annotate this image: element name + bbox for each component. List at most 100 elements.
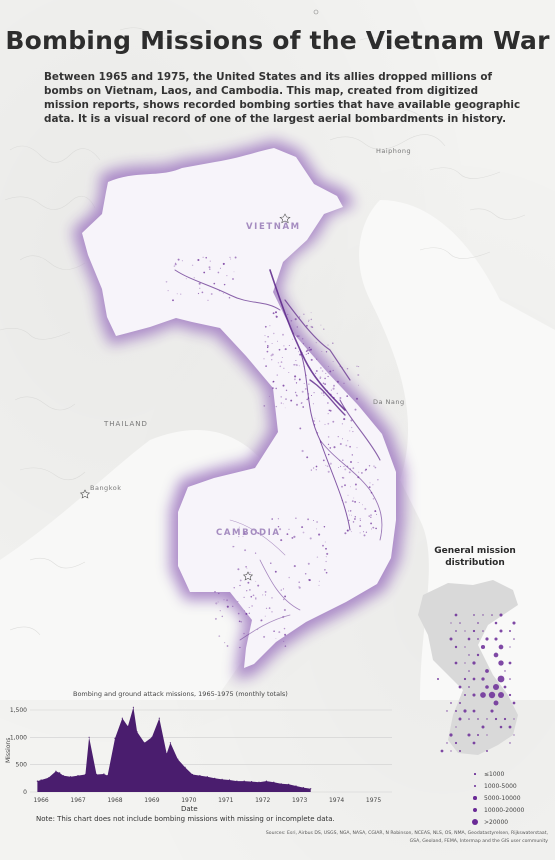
inset-dot <box>449 733 453 737</box>
mission-point <box>374 510 377 513</box>
mission-point <box>352 467 355 470</box>
mission-point <box>307 352 310 355</box>
data-point <box>251 781 253 783</box>
mission-point <box>267 335 269 338</box>
mission-point <box>349 468 352 470</box>
mission-point <box>319 376 322 379</box>
mission-point <box>316 432 319 434</box>
mission-point <box>294 347 297 349</box>
mission-point <box>324 377 326 380</box>
mission-point <box>316 521 318 523</box>
mission-point <box>325 560 327 563</box>
inset-dot <box>464 662 466 664</box>
mission-point <box>357 461 359 464</box>
mission-point <box>375 527 377 530</box>
mission-point <box>354 516 356 518</box>
inset-dot <box>463 677 467 681</box>
x-tick-label: 1971 <box>218 797 233 804</box>
mission-point <box>365 531 368 533</box>
mission-point <box>271 597 273 599</box>
mission-point <box>341 423 343 425</box>
mission-point <box>344 484 346 487</box>
inset-dot <box>509 678 511 680</box>
mission-point <box>336 380 338 382</box>
page-title: Bombing Missions of the Vietnam War <box>5 26 550 55</box>
mission-point <box>370 491 373 494</box>
mission-point <box>224 642 226 644</box>
mission-point <box>279 528 282 531</box>
inset-dot <box>468 718 470 720</box>
mission-point <box>333 384 335 387</box>
mission-point <box>275 315 277 317</box>
mission-point <box>323 526 326 528</box>
mission-point <box>293 535 296 538</box>
mission-point <box>377 479 379 481</box>
x-tick-label: 1967 <box>70 797 85 804</box>
mission-point <box>347 494 349 496</box>
data-point <box>47 777 50 779</box>
inset-dot <box>440 749 444 753</box>
x-tick-label: 1972 <box>255 797 270 804</box>
mission-point <box>266 346 269 349</box>
inset-dot <box>485 637 489 641</box>
mission-point <box>341 367 343 369</box>
mission-point <box>298 586 301 589</box>
mission-point <box>233 546 235 548</box>
mission-point <box>351 500 354 502</box>
mission-point <box>173 265 176 267</box>
inset-dot <box>476 653 480 657</box>
mission-point <box>312 403 314 405</box>
missions-chart: 0 500 1,000 1,500 1966 1967 1968 1969 1970 1971 19… <box>5 706 392 813</box>
mission-point <box>344 532 347 535</box>
mission-point <box>310 358 313 361</box>
inset-dot <box>486 718 488 720</box>
mission-point <box>251 605 253 607</box>
mission-point <box>208 266 211 269</box>
mission-point <box>255 580 257 582</box>
mission-point <box>237 568 240 571</box>
mission-point <box>329 370 332 373</box>
legend-label: >20000 <box>484 818 509 826</box>
mission-point <box>341 476 344 479</box>
mission-point <box>359 520 361 521</box>
mission-point <box>374 466 377 469</box>
legend-label: ≤1000 <box>484 770 505 778</box>
legend-label: 10000-20000 <box>484 806 525 814</box>
mission-point <box>365 468 367 471</box>
mission-point <box>339 397 342 399</box>
inset-dot <box>498 660 504 666</box>
data-point <box>84 773 86 776</box>
mission-point <box>299 427 302 430</box>
mission-point <box>295 517 297 520</box>
mission-point <box>310 312 312 314</box>
mission-point <box>308 579 311 582</box>
mission-point <box>332 360 334 362</box>
mission-point <box>245 612 248 615</box>
mission-point <box>252 594 255 597</box>
inset-dot <box>472 661 476 665</box>
mission-point <box>243 596 245 598</box>
mission-point <box>257 629 259 631</box>
inset-dot <box>477 718 479 720</box>
mission-point <box>299 316 301 318</box>
mission-point <box>282 384 285 387</box>
mission-point <box>362 504 364 506</box>
mission-point <box>281 357 283 358</box>
inset-dot <box>454 661 458 665</box>
mission-point <box>363 531 365 533</box>
inset-dot <box>436 677 440 681</box>
mission-point <box>193 277 195 279</box>
data-point <box>62 775 64 777</box>
mission-point <box>315 372 317 374</box>
mission-point <box>373 465 375 467</box>
mission-point <box>358 366 360 368</box>
mission-point <box>275 405 278 408</box>
mission-point <box>308 349 311 352</box>
mission-point <box>310 469 312 471</box>
y-tick-label: 1,000 <box>10 734 27 741</box>
mission-point <box>338 459 341 461</box>
mission-point <box>305 353 307 355</box>
mission-point <box>271 353 274 356</box>
inset-title: General mission distribution <box>434 546 516 568</box>
